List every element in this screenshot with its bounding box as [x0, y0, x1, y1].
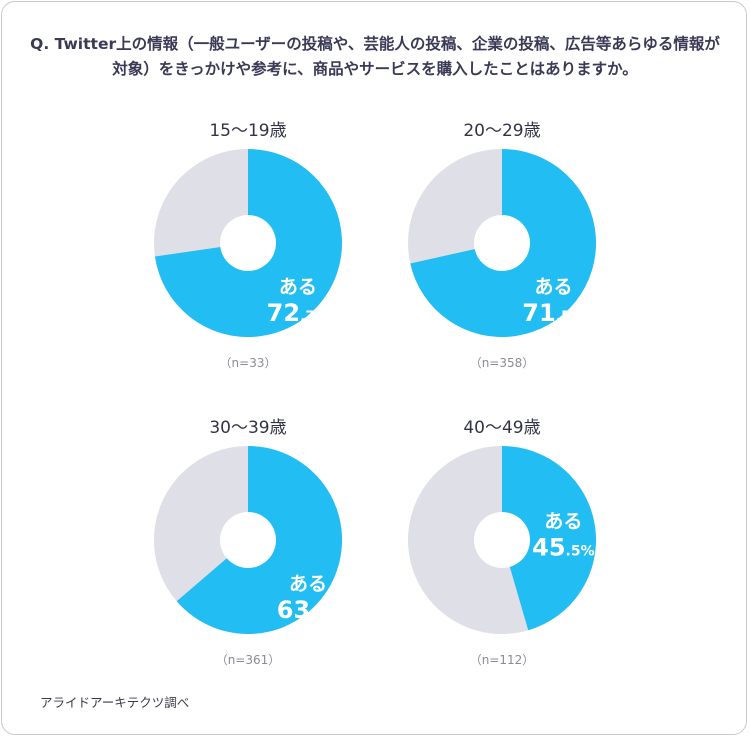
donut-chart-40-49: 40〜49歳 ある 45.5% （n=112） — [372, 413, 632, 683]
donut-chart-15-19: 15〜19歳 ある 72.7% （n=33） — [118, 116, 378, 386]
donut-hole — [220, 512, 276, 568]
source-credit: アライドアーキテクツ調べ — [40, 695, 190, 710]
slice-value-label: 63.7% — [277, 596, 340, 624]
donut-hole — [220, 215, 276, 271]
slice-value-label: 71.5% — [522, 299, 585, 327]
donut-chart-20-29: 20〜29歳 ある 71.5% （n=358） — [372, 116, 632, 386]
slice-label: ある — [279, 276, 317, 298]
chart-title: 40〜49歳 — [463, 418, 541, 438]
donut-hole — [474, 215, 530, 271]
chart-title: 30〜39歳 — [209, 418, 287, 438]
sample-size-label: （n=112） — [469, 653, 535, 667]
slice-label: ある — [535, 276, 573, 298]
slice-value-label: 72.7% — [267, 299, 330, 327]
slice-label: ある — [544, 510, 582, 532]
donut-chart-30-39: 30〜39歳 ある 63.7% （n=361） — [118, 413, 378, 683]
chart-title: 20〜29歳 — [463, 121, 541, 141]
sample-size-label: （n=358） — [469, 356, 535, 370]
survey-question: Q. Twitter上の情報（一般ユーザーの投稿や、芸能人の投稿、企業の投稿、広… — [30, 35, 720, 78]
sample-size-label: （n=33） — [219, 356, 277, 370]
slice-yes — [502, 446, 596, 631]
donut-hole — [474, 512, 530, 568]
slice-value-label: 45.5% — [532, 533, 595, 561]
slice-label: ある — [289, 573, 327, 595]
sample-size-label: （n=361） — [215, 653, 281, 667]
chart-title: 15〜19歳 — [209, 121, 287, 141]
